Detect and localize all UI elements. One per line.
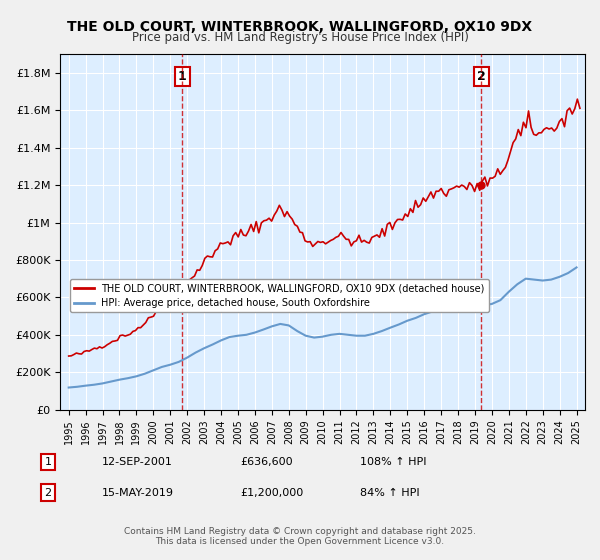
Text: 2: 2 [44, 488, 52, 498]
Text: 84% ↑ HPI: 84% ↑ HPI [360, 488, 419, 498]
Text: Contains HM Land Registry data © Crown copyright and database right 2025.
This d: Contains HM Land Registry data © Crown c… [124, 526, 476, 546]
Legend: THE OLD COURT, WINTERBROOK, WALLINGFORD, OX10 9DX (detached house), HPI: Average: THE OLD COURT, WINTERBROOK, WALLINGFORD,… [70, 279, 489, 312]
Text: 1: 1 [44, 457, 52, 467]
Text: £1,200,000: £1,200,000 [240, 488, 303, 498]
Text: £636,600: £636,600 [240, 457, 293, 467]
Text: 15-MAY-2019: 15-MAY-2019 [102, 488, 174, 498]
Text: 2: 2 [477, 70, 485, 83]
Text: 1: 1 [178, 70, 187, 83]
Text: 12-SEP-2001: 12-SEP-2001 [102, 457, 173, 467]
Text: Price paid vs. HM Land Registry's House Price Index (HPI): Price paid vs. HM Land Registry's House … [131, 31, 469, 44]
Text: 108% ↑ HPI: 108% ↑ HPI [360, 457, 427, 467]
Text: THE OLD COURT, WINTERBROOK, WALLINGFORD, OX10 9DX: THE OLD COURT, WINTERBROOK, WALLINGFORD,… [67, 20, 533, 34]
